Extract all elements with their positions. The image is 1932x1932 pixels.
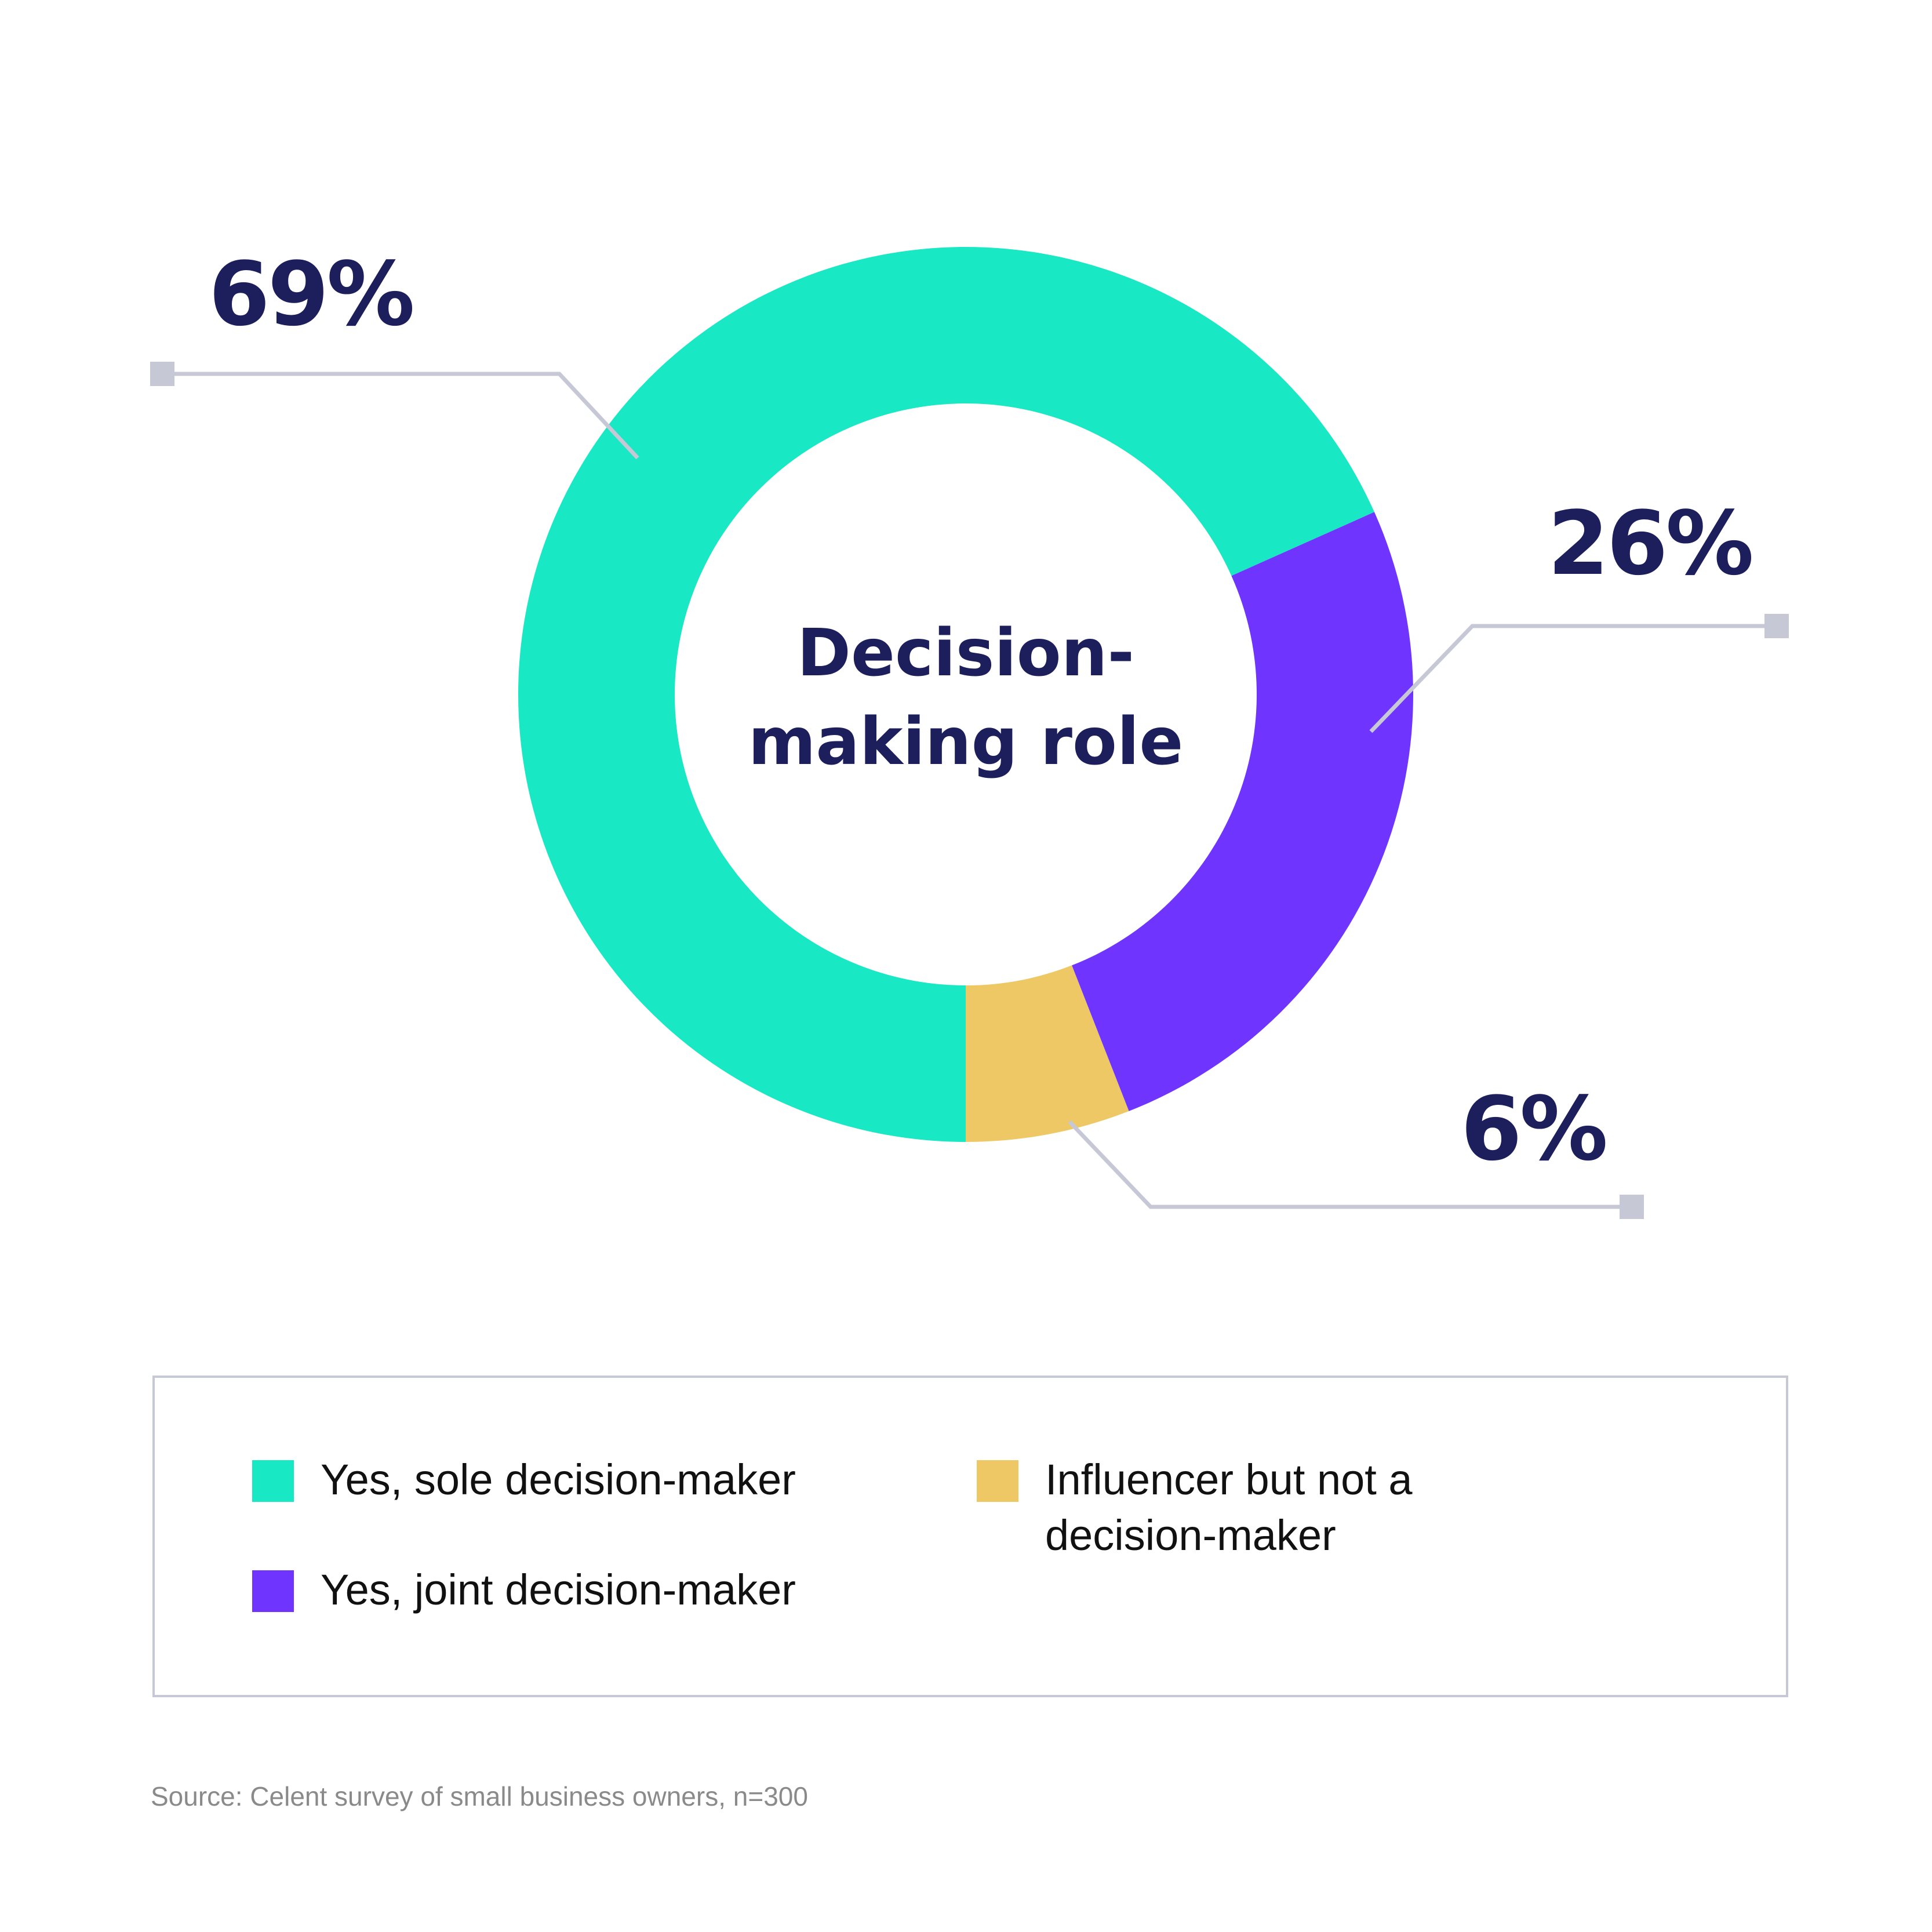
legend-item-joint: Yes, joint decision-maker — [252, 1566, 796, 1618]
leader-line-sole — [162, 372, 639, 460]
leader-line-sole-end-marker — [150, 362, 174, 386]
leader-line-joint — [1369, 624, 1777, 733]
legend: Yes, sole decision-maker Yes, joint deci… — [152, 1376, 1788, 1697]
slice-joint — [1072, 512, 1413, 1111]
source-note: Source: Celent survey of small business … — [151, 1781, 808, 1811]
leader-line-influencer-end-marker — [1620, 1195, 1644, 1219]
legend-label-influencer-line-2: decision-maker — [1045, 1511, 1336, 1559]
legend-label-sole: Yes, sole decision-maker — [321, 1456, 796, 1504]
leader-lines — [150, 362, 1789, 1219]
legend-label-influencer: Influencer but not a decision-maker — [1045, 1452, 1413, 1563]
donut-chart: Decision- making role 69% 26% 6% — [150, 243, 1789, 1219]
legend-item-influencer: Influencer but not a decision-maker — [977, 1456, 1413, 1563]
data-label-sole: 69% — [209, 243, 413, 345]
center-title-line-2: making role — [748, 704, 1184, 780]
center-title-line-1: Decision- — [797, 616, 1134, 691]
data-label-influencer: 6% — [1461, 1078, 1606, 1180]
legend-item-sole: Yes, sole decision-maker — [252, 1456, 796, 1508]
legend-swatch-sole — [252, 1460, 294, 1502]
slice-sole — [518, 246, 1374, 1142]
legend-label-influencer-line-1: Influencer but not a — [1045, 1456, 1413, 1504]
donut-slices — [518, 246, 1413, 1142]
slice-influencer — [966, 965, 1129, 1142]
leader-line-joint-end-marker — [1764, 614, 1789, 638]
leader-line-influencer — [1068, 1120, 1632, 1209]
legend-swatch-influencer — [977, 1460, 1018, 1502]
legend-label-joint: Yes, joint decision-maker — [321, 1566, 796, 1614]
data-label-joint: 26% — [1548, 492, 1752, 595]
legend-swatch-joint — [252, 1570, 294, 1612]
